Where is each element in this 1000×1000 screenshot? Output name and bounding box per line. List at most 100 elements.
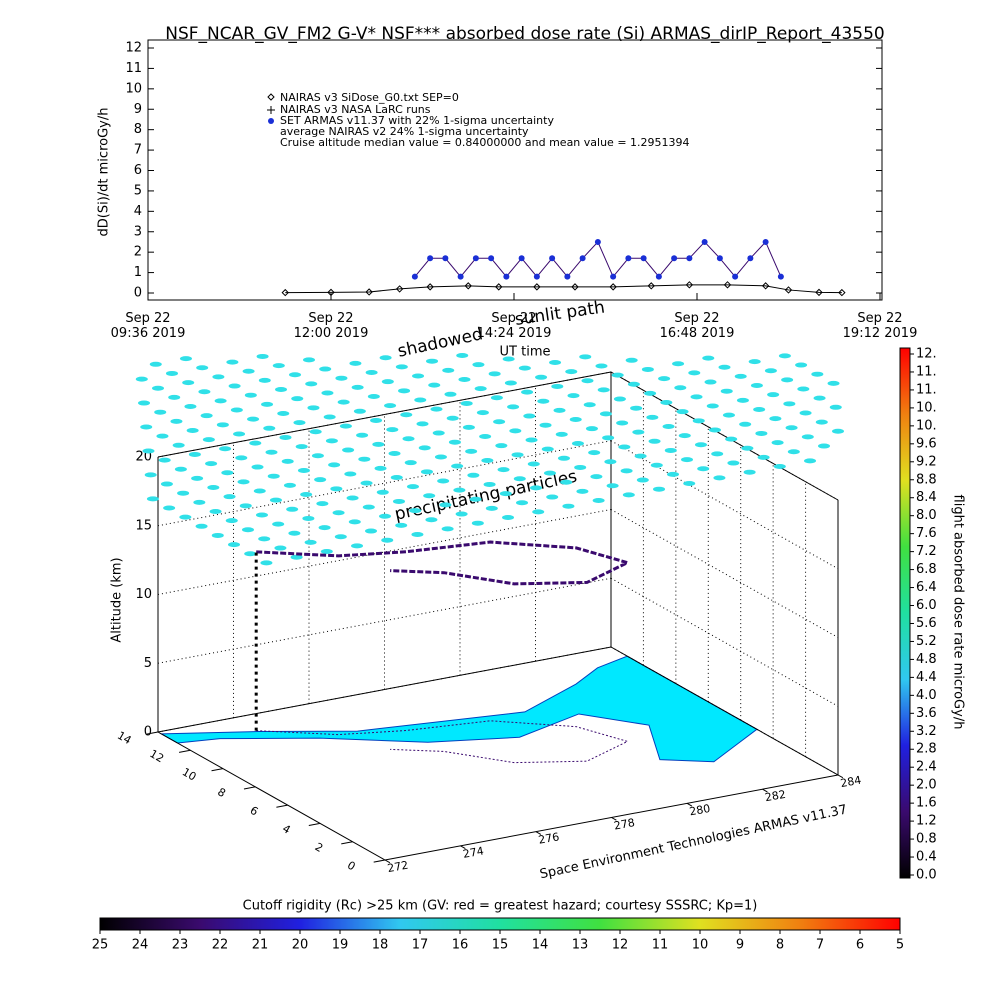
y-tick [211, 768, 223, 772]
colorbar-tick-label: 7 [816, 938, 824, 953]
rc-cell [704, 379, 717, 385]
rc-cell [576, 488, 589, 494]
rc-cell [362, 504, 375, 510]
rc-cell [168, 394, 181, 400]
data-point [815, 288, 823, 297]
y-axis-label: dD(Si)/dt microGy/h [97, 108, 112, 237]
rc-cell [356, 432, 369, 438]
data-point [701, 238, 708, 245]
rc-cell [277, 410, 290, 416]
data-point [838, 288, 846, 297]
rc-cell [620, 468, 633, 474]
data-point [281, 288, 289, 297]
rc-cell [420, 469, 433, 475]
rc-cell [316, 501, 329, 507]
rc-cell [553, 407, 566, 413]
rc-cell [321, 390, 334, 396]
colorbar-tick-label: 7.2 [916, 544, 937, 559]
colorbar-tick-label: 13 [572, 938, 589, 953]
legend-label: NAIRAS v3 SiDose_G0.txt SEP=0 [280, 91, 459, 104]
rc-cell [244, 551, 257, 557]
rc-cell [379, 513, 391, 519]
rc-cell [616, 420, 629, 426]
rc-cell [627, 381, 640, 387]
rc-cell [330, 486, 343, 492]
rc-cell [374, 465, 387, 471]
rc-cell [430, 406, 443, 412]
rc-cell [504, 380, 517, 386]
rc-cell [392, 498, 405, 504]
rc-cell [571, 440, 584, 446]
rc-cell [832, 428, 844, 434]
rc-cell [221, 470, 234, 476]
x-tick-label: Sep 22 16:48 2019 [660, 311, 735, 341]
y-tick [341, 841, 353, 845]
rc-cell [191, 475, 204, 481]
rc-cell [602, 435, 615, 441]
rc-cell [706, 403, 719, 409]
y-tick-label: 5 [134, 183, 142, 198]
rc-cell [158, 457, 171, 463]
rc-cell [734, 373, 747, 379]
rc-cell [490, 395, 503, 401]
rc-cell [253, 488, 266, 494]
rc-cell [778, 353, 791, 359]
rc-cell [795, 362, 808, 368]
rc-cell [783, 401, 796, 407]
rc-cell [767, 392, 780, 398]
y-tick-label: 14 [115, 729, 134, 747]
x-tick-label: 280 [688, 802, 711, 818]
rc-cell [344, 471, 357, 477]
rc-cell [708, 427, 721, 433]
rc-cell [650, 462, 663, 468]
rc-cell [757, 454, 770, 460]
rc-cell [460, 400, 473, 406]
rc-cell [771, 440, 784, 446]
rc-cell [395, 522, 408, 528]
rc-cell [532, 509, 545, 515]
data-point [777, 273, 784, 280]
rc-cell [337, 399, 350, 405]
y-tick-label: 10 [125, 81, 142, 96]
rc-cell [773, 464, 786, 470]
rc-cell [323, 414, 336, 420]
rc-cell [583, 402, 596, 408]
data-point [472, 255, 479, 262]
grid-line [610, 440, 839, 570]
y-tick [243, 786, 256, 790]
colorbar-tick-label: 21 [252, 938, 269, 953]
colorbar-tick-label: 0.4 [916, 850, 937, 865]
rc-cell [242, 368, 255, 374]
grid-line [157, 509, 612, 595]
data-point [571, 283, 579, 291]
rc-cell [426, 358, 439, 364]
rc-cell [581, 378, 594, 384]
y-tick-label: 6 [248, 804, 261, 819]
rc-cell [235, 455, 248, 461]
rc-cell [416, 421, 429, 427]
rc-cell [648, 438, 661, 444]
legend-marker [268, 118, 274, 124]
rc-cell [471, 520, 484, 526]
rc-cell [658, 376, 671, 382]
rc-cell [625, 357, 638, 363]
rc-cell [565, 369, 578, 375]
rc-cell [214, 398, 227, 404]
rc-cell [549, 359, 562, 365]
rc-cell [495, 443, 508, 449]
z-tick-label: 10 [135, 587, 152, 602]
rc-cell [279, 434, 292, 440]
rc-cell [453, 487, 466, 493]
rc-cell [604, 459, 617, 465]
rc-cell [233, 431, 246, 437]
rc-cell [339, 423, 352, 429]
rc-cell [462, 424, 475, 430]
rc-cell [346, 495, 359, 501]
rc-cell [226, 359, 239, 365]
rc-cell [781, 377, 794, 383]
legend: NAIRAS v3 SiDose_G0.txt SEP=0 NAIRAS v3 … [267, 91, 690, 149]
rc-cell [184, 404, 197, 410]
rc-cell [630, 405, 643, 411]
colorbar [899, 347, 911, 879]
y-tick-label: 1 [134, 265, 142, 280]
